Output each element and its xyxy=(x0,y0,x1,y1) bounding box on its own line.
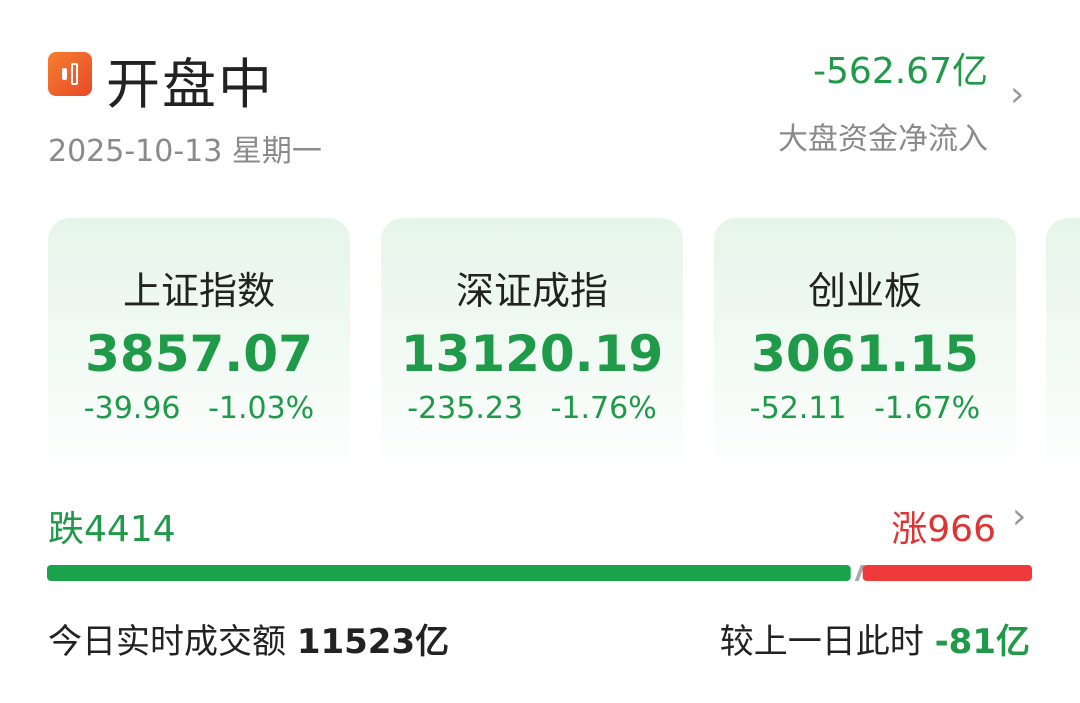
index-card[interactable]: 创业板 3061.15 -52.11 -1.67% xyxy=(714,218,1016,478)
market-status: 开盘中 xyxy=(106,53,274,116)
index-pct: -1.67% xyxy=(874,391,981,426)
turnover: 今日实时成交额 11523亿 xyxy=(48,622,450,662)
falling-count: 跌4414 xyxy=(48,509,176,550)
rise-segment xyxy=(862,565,1032,581)
chevron-right-icon[interactable]: › xyxy=(1012,496,1027,537)
index-change: -52.11 xyxy=(749,391,847,426)
index-name: 深证成指 xyxy=(455,269,608,313)
breadth-bar xyxy=(47,565,1032,581)
index-name: 创业板 xyxy=(807,269,922,313)
index-pct: -1.03% xyxy=(208,391,315,426)
rising-count[interactable]: 涨966 xyxy=(891,509,996,550)
bar-divider xyxy=(854,565,865,581)
index-card[interactable]: 上证指数 3857.07 -39.96 -1.03% xyxy=(48,218,350,478)
index-value: 3857.07 xyxy=(85,325,313,383)
net-inflow-label[interactable]: 大盘资金净流入 xyxy=(778,122,988,157)
index-name: 上证指数 xyxy=(122,269,275,313)
index-change: -39.96 xyxy=(83,391,181,426)
candlestick-icon xyxy=(48,52,92,96)
index-change: -235.23 xyxy=(407,391,524,426)
net-inflow-value[interactable]: -562.67亿 xyxy=(813,51,988,92)
index-value: 3061.15 xyxy=(751,325,979,383)
index-card[interactable]: 深证成指 13120.19 -235.23 -1.76% xyxy=(381,218,683,478)
index-value: 13120.19 xyxy=(400,325,664,383)
fall-segment xyxy=(47,565,851,581)
chevron-right-icon[interactable]: › xyxy=(1010,74,1025,115)
turnover-compare: 较上一日此时 -81亿 xyxy=(719,622,1030,662)
date: 2025-10-13 星期一 xyxy=(48,134,322,169)
index-card-partial[interactable] xyxy=(1046,218,1080,478)
index-pct: -1.76% xyxy=(550,391,657,426)
